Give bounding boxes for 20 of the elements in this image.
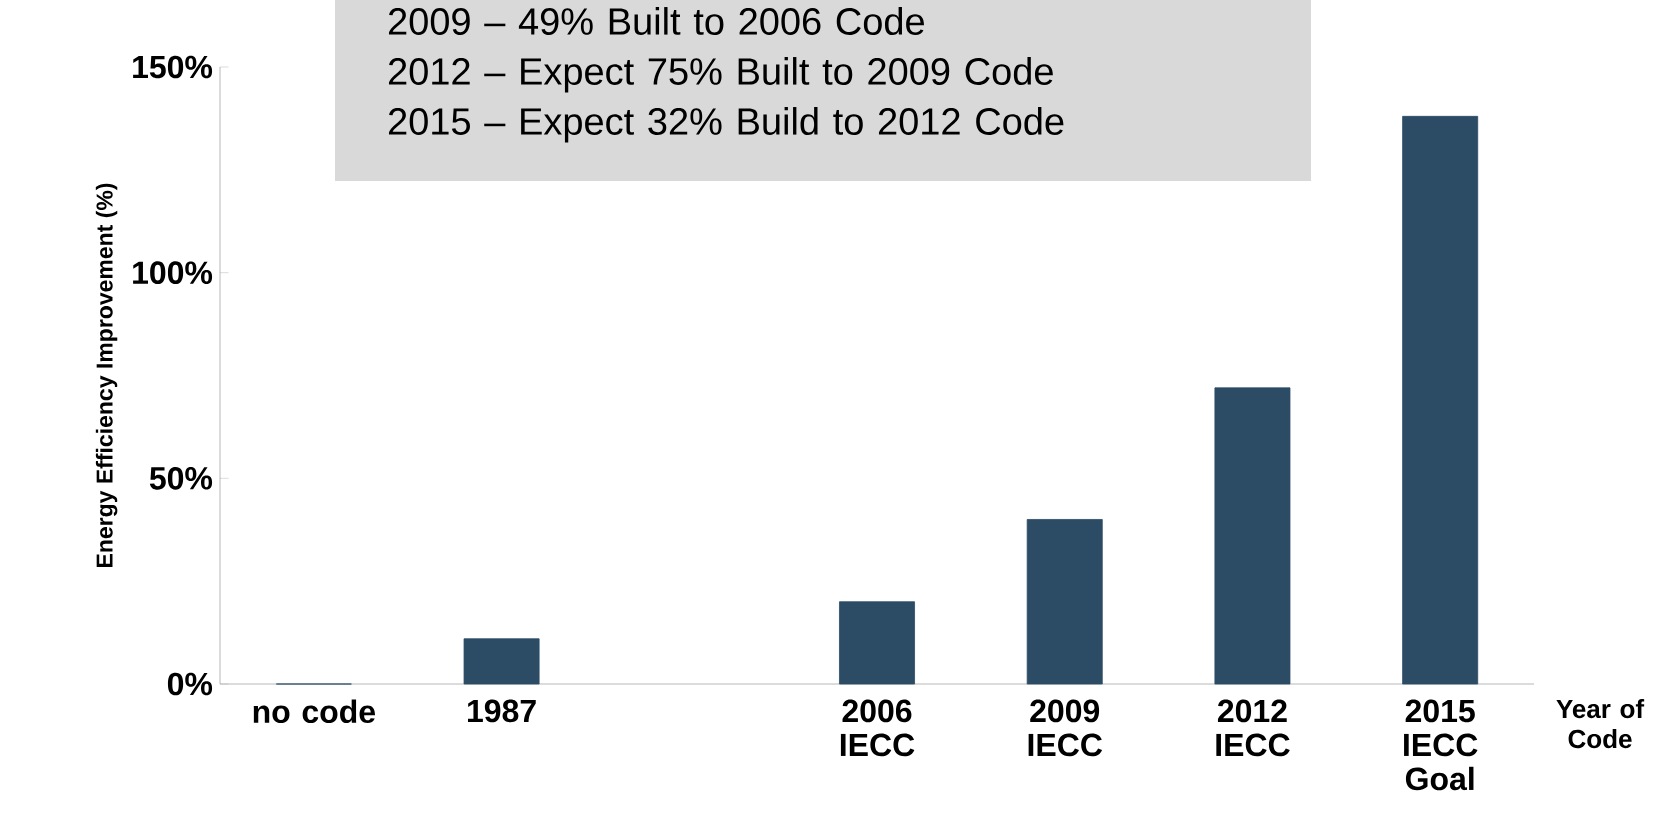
annotation: 2012 – Expect 75% Built to 2009 Code: [388, 57, 1053, 93]
x-tick-label: no code: [253, 699, 375, 724]
bar: [1026, 519, 1103, 685]
bar: [463, 638, 540, 685]
y-tick-label: 100%: [133, 261, 213, 284]
y-axis-title: Energy Efficiency Improvement (%): [95, 183, 118, 567]
x-tick-label: 2015 IECC Goal: [1404, 699, 1478, 791]
x-tick-label: 2009 IECC: [1028, 699, 1103, 757]
x-axis-title: Year of Code: [1556, 699, 1645, 749]
bar: [1214, 387, 1291, 685]
x-tick-label: 2012 IECC: [1216, 699, 1290, 757]
y-tick-label: 50%: [149, 467, 213, 490]
x-tick-label: 1987: [467, 699, 536, 723]
bar: [839, 601, 915, 685]
y-tick-label: 150%: [133, 55, 213, 79]
annotation: 2015 – Expect 32% Build to 2012 Code: [388, 107, 1064, 143]
bar: [1402, 115, 1479, 685]
text: 2009 – 49% Built to 2006 Code: [388, 7, 924, 35]
x-tick-label: 2006 IECC: [840, 699, 915, 757]
y-tick-label: 0%: [167, 672, 213, 696]
